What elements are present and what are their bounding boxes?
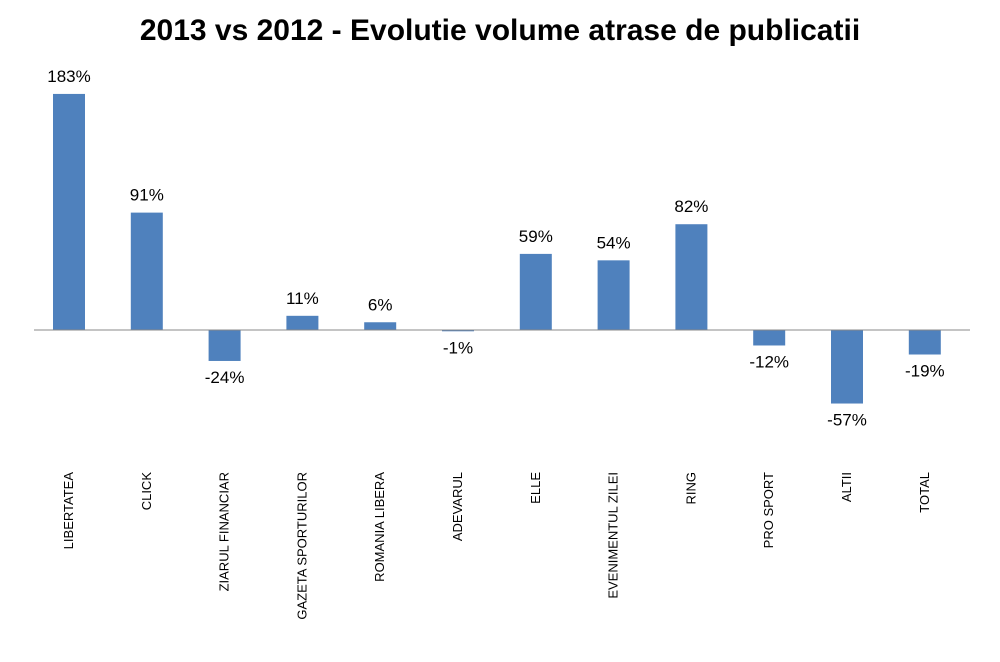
value-label-7: 54% <box>597 233 631 252</box>
bar-0 <box>53 93 85 331</box>
value-label-4: 6% <box>368 295 393 314</box>
category-label-0: LIBERTATEA <box>61 472 76 550</box>
category-label-8: RING <box>683 472 698 505</box>
value-label-8: 82% <box>674 197 708 216</box>
value-label-1: 91% <box>130 186 164 205</box>
value-labels-group: 183% 91% -24% 11% 6% -1% 59% 54% 82% -12% -57% -19% <box>47 67 944 430</box>
bar-6 <box>519 253 552 330</box>
bars-group <box>53 93 941 404</box>
bar-2 <box>208 330 241 361</box>
category-labels-group: LIBERTATEA CLICK ZIARUL FINANCIAR GAZETA SP… <box>61 472 932 620</box>
bar-8 <box>675 224 708 330</box>
bar-4 <box>364 322 397 330</box>
bar-5 <box>442 330 474 332</box>
bar-10 <box>831 330 863 404</box>
bar-3 <box>286 315 319 330</box>
value-label-3: 11% <box>286 289 319 308</box>
category-label-5: ADEVARUL <box>450 472 465 541</box>
value-label-0: 183% <box>47 67 90 86</box>
category-label-1: CLICK <box>139 472 154 511</box>
value-label-9: -12% <box>749 352 789 371</box>
value-label-5: -1% <box>443 338 473 357</box>
category-label-4: ROMANIA LIBERA <box>372 472 387 582</box>
bar-9 <box>753 330 786 346</box>
value-label-2: -24% <box>205 368 245 387</box>
category-label-6: ELLE <box>528 472 543 504</box>
chart-title: 2013 vs 2012 - Evolutie volume atrase de… <box>139 14 861 47</box>
bar-7 <box>597 260 630 330</box>
category-label-11: TOTAL <box>917 472 932 513</box>
value-label-10: -57% <box>827 411 867 430</box>
category-label-10: ALTII <box>839 472 854 502</box>
value-label-11: -19% <box>905 362 945 381</box>
bar-1 <box>130 212 163 330</box>
category-label-7: EVENIMENTUL ZILEI <box>606 472 621 599</box>
bar-11 <box>908 330 941 355</box>
category-label-9: PRO SPORT <box>761 472 776 548</box>
category-label-2: ZIARUL FINANCIAR <box>217 472 232 591</box>
value-label-6: 59% <box>519 227 553 246</box>
category-label-3: GAZETA SPORTURILOR <box>294 472 309 620</box>
